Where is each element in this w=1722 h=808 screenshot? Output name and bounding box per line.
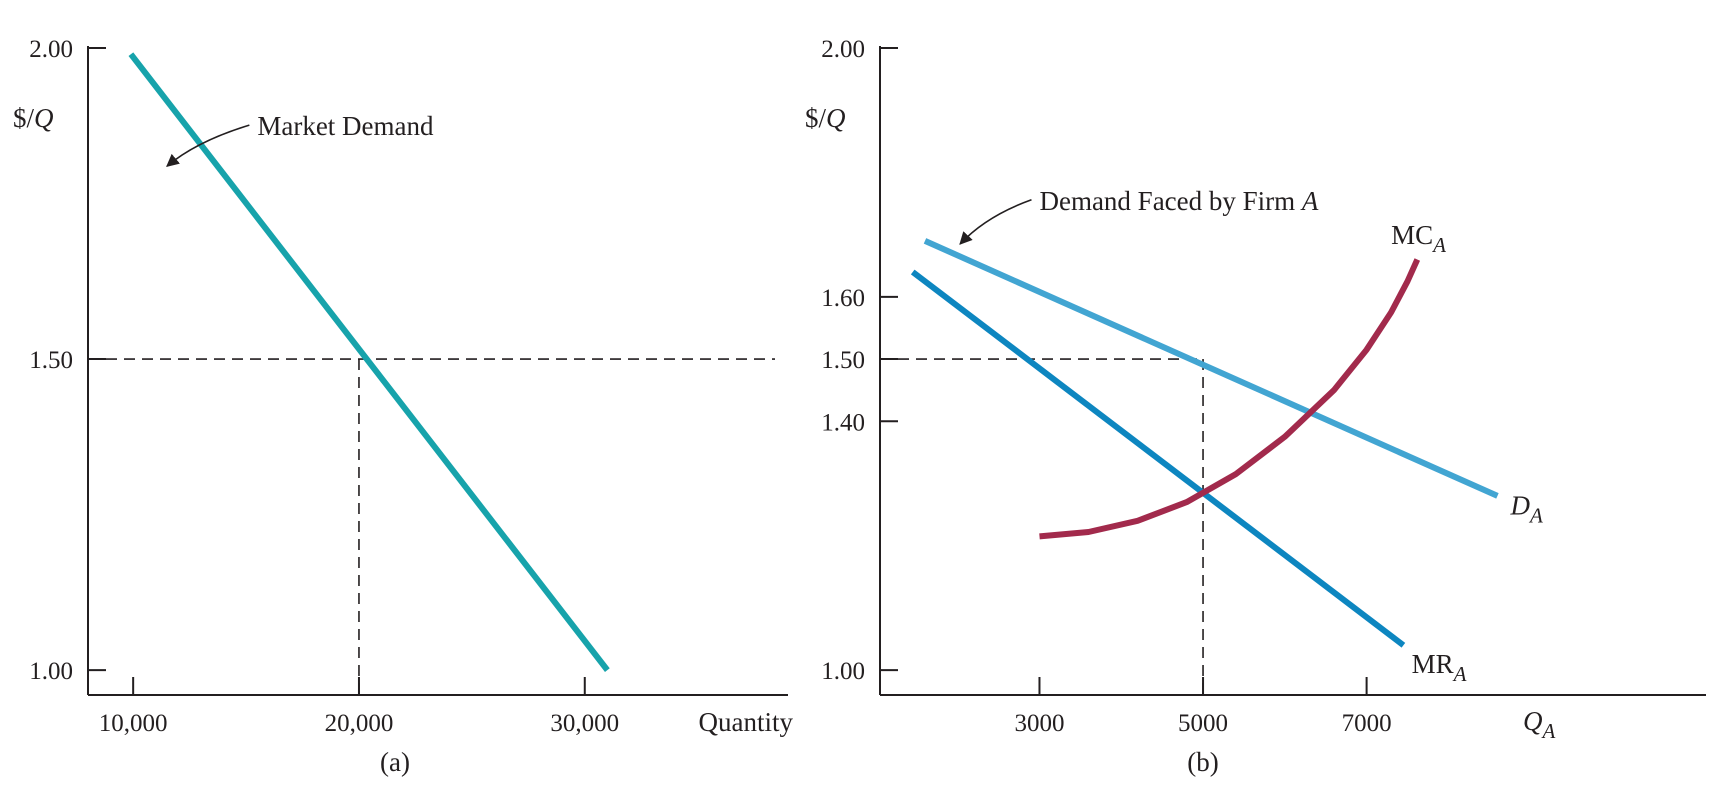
y-tick-label: 1.50 xyxy=(821,347,865,374)
x-axis-label: QA xyxy=(1523,706,1556,743)
annotation-arrow xyxy=(166,124,250,168)
x-tick-label: 30,000 xyxy=(550,710,619,737)
x-axis-label: Quantity xyxy=(699,707,794,737)
y-axis-label: $/Q xyxy=(13,103,54,133)
da-label: DA xyxy=(1510,491,1544,528)
panel-label: (b) xyxy=(1187,747,1218,777)
annotation-label: Market Demand xyxy=(257,111,434,141)
y-tick-label: 1.40 xyxy=(821,409,865,436)
mca-curve xyxy=(1039,258,1421,540)
y-tick-label: 1.00 xyxy=(821,658,865,685)
panel-b: 2.00 1.60 1.50 1.40 1.00 3000 5000 7000 $/Q QA (b)… xyxy=(805,36,1706,777)
mra-curve xyxy=(910,269,1406,648)
annotation-label: Demand Faced by Firm A xyxy=(1039,186,1318,216)
y-tick-label: 2.00 xyxy=(29,36,73,63)
x-tick-label: 7000 xyxy=(1342,710,1392,737)
market-demand-curve xyxy=(128,52,610,672)
annotation-arrow xyxy=(959,198,1032,245)
y-tick-label: 1.50 xyxy=(29,347,73,374)
y-tick-label: 1.60 xyxy=(821,285,865,312)
x-tick-label: 20,000 xyxy=(325,710,394,737)
y-axis-label: $/Q xyxy=(805,103,846,133)
panel-label: (a) xyxy=(380,747,410,777)
x-tick-label: 5000 xyxy=(1178,710,1228,737)
mra-label: MRA xyxy=(1412,649,1467,686)
y-tick-label: 1.00 xyxy=(29,658,73,685)
da-curve xyxy=(923,238,1499,499)
x-tick-label: 10,000 xyxy=(99,710,168,737)
mca-label: MCA xyxy=(1391,220,1446,257)
y-tick-label: 2.00 xyxy=(821,36,865,63)
panel-a: 2.00 1.50 1.00 10,000 20,000 30,000 $/Q Quantit… xyxy=(13,36,793,777)
x-tick-label: 3000 xyxy=(1014,710,1064,737)
